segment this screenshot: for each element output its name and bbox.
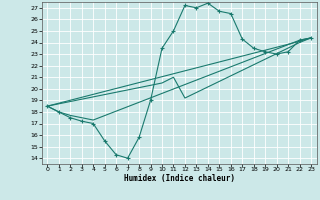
X-axis label: Humidex (Indice chaleur): Humidex (Indice chaleur) (124, 174, 235, 183)
